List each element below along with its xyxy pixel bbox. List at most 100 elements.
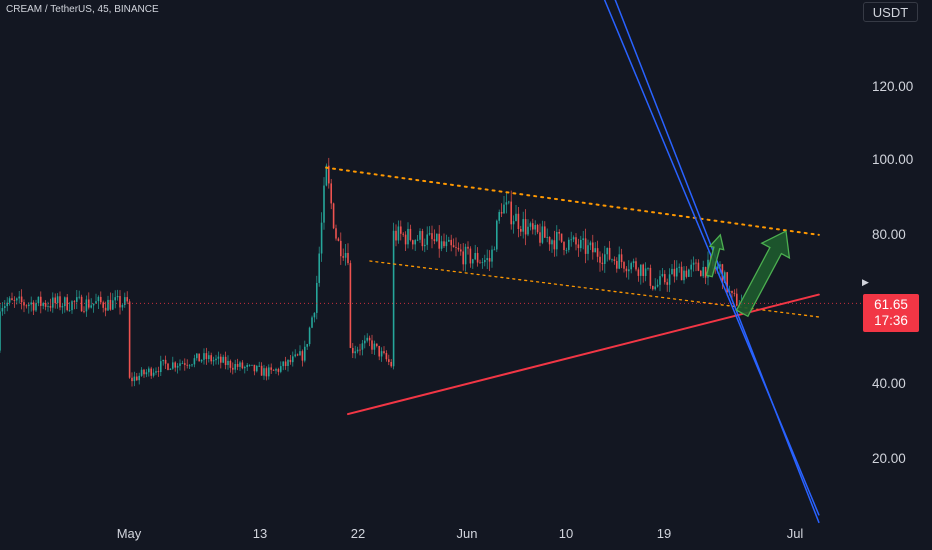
candle-body bbox=[517, 213, 520, 229]
candle-body bbox=[556, 231, 558, 250]
candle-body bbox=[472, 259, 474, 264]
candle-body bbox=[349, 263, 352, 348]
candle-body bbox=[304, 346, 306, 361]
candle-body bbox=[373, 343, 376, 350]
candle-body bbox=[438, 233, 440, 249]
y-tick-label: 100.00 bbox=[872, 152, 914, 167]
candle-body bbox=[272, 369, 275, 371]
candle-body bbox=[563, 241, 565, 251]
candle-body bbox=[217, 356, 220, 359]
candle-body bbox=[352, 347, 354, 354]
candle-body bbox=[8, 298, 11, 303]
candle-body bbox=[539, 232, 541, 243]
candle-body bbox=[236, 364, 239, 367]
candle-body bbox=[733, 292, 736, 294]
candle-body bbox=[277, 369, 280, 372]
candle-body bbox=[114, 297, 116, 301]
candle-body bbox=[332, 203, 335, 229]
candle-body bbox=[668, 274, 671, 285]
x-tick-label: 19 bbox=[656, 526, 672, 541]
candle-body bbox=[181, 363, 184, 365]
candle-body bbox=[479, 262, 481, 264]
candle-body bbox=[640, 264, 642, 276]
candle-body bbox=[73, 301, 76, 303]
candle-body bbox=[685, 270, 688, 277]
candle-body bbox=[212, 360, 215, 362]
candle-body bbox=[503, 204, 505, 214]
candle-body bbox=[582, 238, 584, 240]
candle-body bbox=[78, 296, 80, 298]
candle-body bbox=[407, 228, 409, 245]
candle-body bbox=[356, 349, 359, 352]
candle-body bbox=[688, 269, 690, 277]
candle-body bbox=[116, 296, 119, 298]
candle-body bbox=[328, 165, 330, 184]
candle-body bbox=[496, 220, 498, 250]
candle-body bbox=[421, 231, 424, 247]
candle-body bbox=[443, 241, 445, 247]
candle-body bbox=[414, 240, 416, 245]
candle-body bbox=[448, 239, 450, 242]
candle-body bbox=[260, 365, 263, 376]
candle-body bbox=[510, 201, 512, 225]
candle-body bbox=[294, 354, 296, 357]
x-tick-label: 13 bbox=[252, 526, 268, 541]
candle-body bbox=[515, 213, 517, 222]
candle-body bbox=[316, 282, 318, 313]
candle-body bbox=[599, 256, 601, 263]
candle-body bbox=[126, 297, 128, 302]
currency-button[interactable]: USDT bbox=[863, 2, 918, 22]
candle-body bbox=[306, 344, 308, 347]
candle-body bbox=[618, 254, 620, 269]
candle-body bbox=[323, 185, 325, 223]
y-tick-label: 20.00 bbox=[872, 451, 906, 466]
candle-body bbox=[208, 355, 210, 360]
drawings-layer bbox=[325, 0, 820, 524]
candle-body bbox=[92, 303, 95, 306]
candle-body bbox=[124, 297, 126, 305]
candle-body bbox=[364, 340, 366, 344]
candle-body bbox=[462, 251, 464, 265]
candle-body bbox=[611, 259, 613, 261]
candle-body bbox=[239, 362, 241, 367]
candle-body bbox=[606, 247, 608, 255]
candle-body bbox=[637, 269, 640, 276]
candle-body bbox=[445, 241, 448, 247]
candle-body bbox=[361, 343, 364, 350]
candle-body bbox=[488, 258, 491, 262]
candle-body bbox=[44, 303, 47, 307]
wedge-upper bbox=[325, 166, 820, 236]
candle-body bbox=[529, 223, 532, 227]
candle-body bbox=[16, 298, 18, 301]
candle-body bbox=[335, 228, 337, 239]
candle-body bbox=[174, 362, 176, 368]
candle-body bbox=[56, 296, 59, 304]
candle-body bbox=[318, 253, 320, 283]
candle-body bbox=[301, 351, 304, 361]
candle-body bbox=[275, 369, 277, 371]
candle-body bbox=[532, 223, 534, 230]
candles-layer bbox=[0, 157, 743, 387]
candle-body bbox=[347, 253, 349, 264]
candle-body bbox=[467, 246, 469, 249]
candle-body bbox=[215, 358, 217, 361]
candle-body bbox=[280, 366, 282, 372]
candle-body bbox=[95, 301, 97, 304]
candle-body bbox=[282, 361, 284, 367]
candle-body bbox=[179, 363, 181, 366]
candle-body bbox=[148, 368, 150, 373]
candle-body bbox=[155, 371, 157, 373]
candle-body bbox=[608, 247, 611, 260]
candle-body bbox=[678, 266, 680, 268]
candle-body bbox=[654, 286, 656, 290]
candle-body bbox=[568, 239, 570, 250]
caret-right-icon: ▶ bbox=[862, 277, 869, 287]
candle-body bbox=[464, 246, 467, 265]
candle-body bbox=[534, 224, 536, 230]
candle-body bbox=[340, 240, 342, 257]
candle-body bbox=[630, 263, 632, 270]
candle-body bbox=[371, 340, 373, 350]
candle-body bbox=[661, 274, 664, 277]
plot-area[interactable] bbox=[0, 0, 862, 520]
